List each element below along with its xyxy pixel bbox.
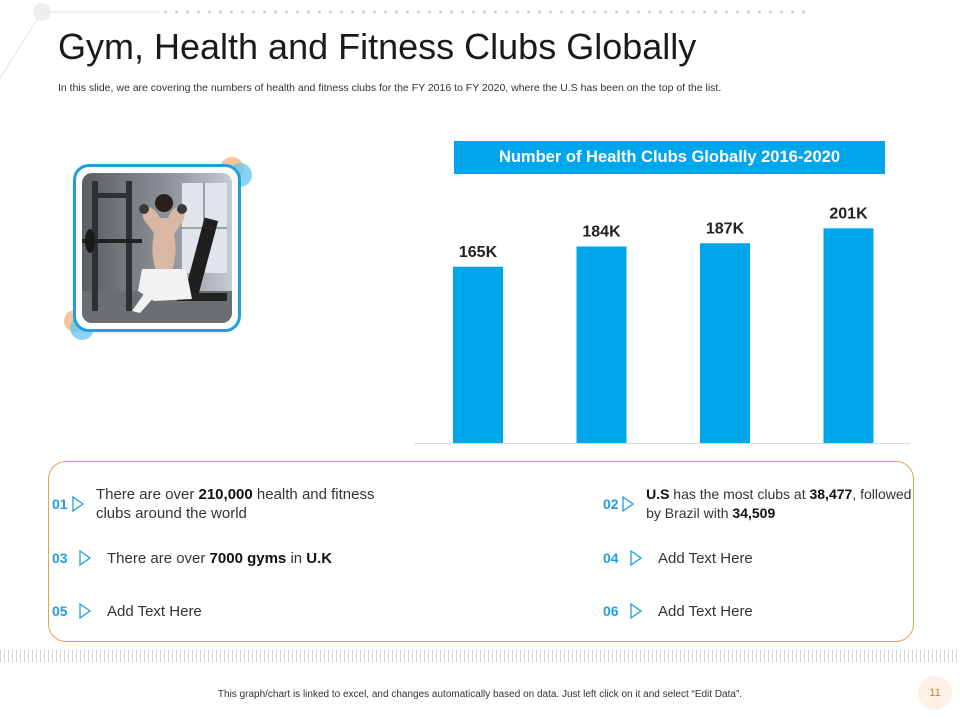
dotted-divider: [160, 10, 810, 14]
point-text: There are over 210,000 health and fitnes…: [95, 486, 375, 522]
bar-chart: 165K 184K 187K 201K: [414, 205, 910, 444]
point-03: 03 There are over 7000 gyms in U.K: [52, 548, 412, 568]
photo-frame: [73, 164, 241, 332]
bar-4[interactable]: [823, 228, 874, 443]
page-title: Gym, Health and Fitness Clubs Globally: [58, 26, 697, 67]
page-number: 11: [918, 676, 952, 710]
data-label-3: 187K: [706, 220, 745, 237]
point-text: Add Text Here: [107, 602, 202, 620]
point-number: 03: [52, 550, 68, 566]
bar-2[interactable]: [576, 246, 627, 443]
triangle-icon: [629, 550, 647, 566]
triangle-icon: [621, 496, 635, 512]
point-01: 01 There are over 210,000 health and fit…: [52, 484, 412, 524]
point-02: 02 U.S has the most clubs at 38,477, fol…: [603, 484, 923, 524]
triangle-icon: [71, 496, 85, 512]
point-06: 06 Add Text Here: [603, 601, 903, 621]
corner-decoration: [0, 3, 160, 79]
gym-photo: [82, 173, 232, 323]
point-05: 05 Add Text Here: [52, 601, 412, 621]
bar-3[interactable]: [700, 243, 750, 443]
chart-title: Number of Health Clubs Globally 2016-202…: [454, 141, 885, 174]
point-number: 02: [603, 496, 619, 512]
data-label-2: 184K: [582, 223, 621, 240]
triangle-icon: [78, 603, 96, 619]
point-number: 01: [52, 496, 68, 512]
triangle-icon: [629, 603, 647, 619]
point-text: U.S has the most clubs at 38,477, follow…: [646, 486, 912, 521]
point-text: There are over 7000 gyms in U.K: [107, 549, 333, 567]
triangle-icon: [78, 550, 96, 566]
data-label-1: 165K: [459, 244, 498, 261]
point-text: Add Text Here: [658, 549, 753, 567]
footer-note: This graph/chart is linked to excel, and…: [217, 689, 743, 700]
point-04: 04 Add Text Here: [603, 548, 903, 568]
point-number: 05: [52, 603, 68, 619]
key-points-box: [48, 461, 914, 642]
data-label-4: 201K: [829, 205, 868, 222]
page-subtitle: In this slide, we are covering the numbe…: [58, 82, 722, 94]
point-number: 04: [603, 550, 619, 566]
point-text: Add Text Here: [658, 602, 753, 620]
point-number: 06: [603, 603, 619, 619]
striped-divider: [0, 650, 960, 662]
bar-1[interactable]: [453, 266, 503, 443]
